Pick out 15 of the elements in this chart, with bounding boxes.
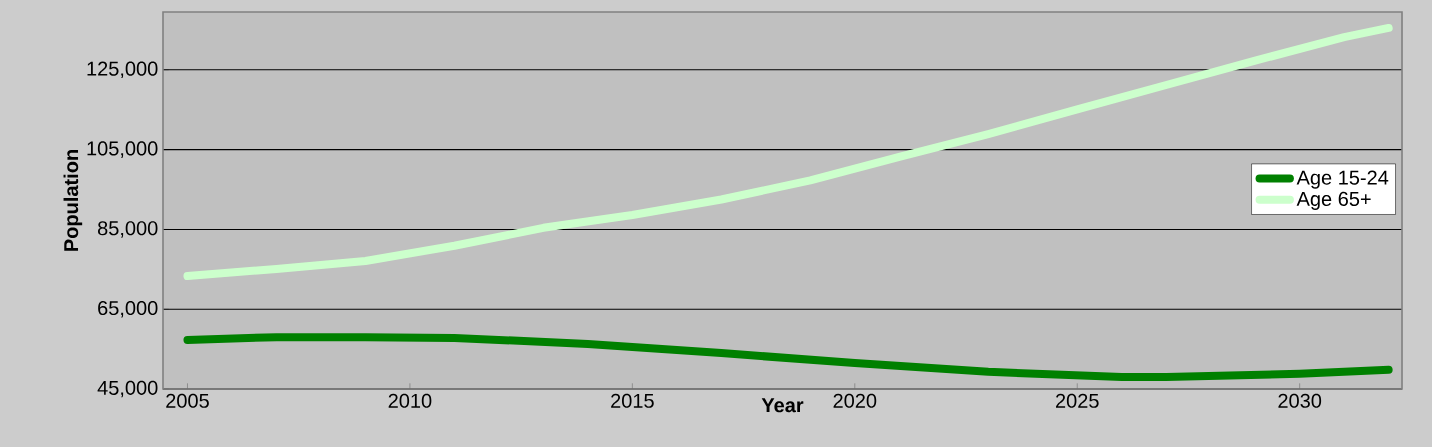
y-tick-label: 45,000 bbox=[97, 380, 158, 398]
x-tick-label: 2010 bbox=[388, 393, 432, 408]
x-tick-label: 2005 bbox=[166, 393, 209, 408]
y-tick-label: 65,000 bbox=[98, 300, 158, 318]
x-tick-label: 2020 bbox=[833, 393, 877, 408]
y-tick-label: 105,000 bbox=[87, 141, 158, 158]
x-axis-title: Year bbox=[761, 398, 804, 413]
y-tick-label: 85,000 bbox=[98, 221, 158, 238]
y-tick-label: 125,000 bbox=[87, 61, 158, 79]
legend-label: Age 65+ bbox=[1296, 191, 1371, 210]
x-tick-label: 2030 bbox=[1278, 393, 1322, 408]
x-tick-label: 2015 bbox=[611, 393, 654, 408]
x-tick-label: 2025 bbox=[1056, 393, 1099, 408]
y-axis-title: Population bbox=[63, 150, 83, 251]
legend-label: Age 15-24 bbox=[1296, 170, 1389, 189]
